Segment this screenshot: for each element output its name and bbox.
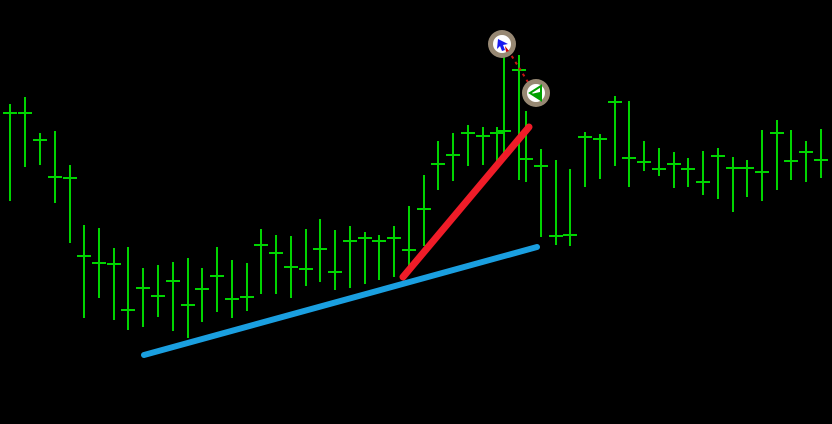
trendlines-group	[141, 123, 540, 358]
ohlc-bar	[284, 236, 298, 298]
ohlc-bar	[681, 158, 695, 187]
ohlc-bar	[313, 219, 327, 282]
ohlc-bar	[784, 130, 798, 180]
ohlc-bar	[107, 248, 121, 320]
ohlc-bar	[814, 129, 828, 178]
ohlc-bar	[358, 232, 372, 284]
ohlc-bar	[181, 258, 195, 338]
ohlc-bar	[328, 230, 342, 290]
ohlc-bar	[33, 133, 47, 165]
ohlc-bar	[740, 160, 754, 197]
ohlc-bar	[77, 225, 91, 318]
ohlc-bar	[402, 206, 416, 273]
ohlc-bar	[476, 127, 490, 165]
ohlc-bar	[711, 148, 725, 199]
cursor-accent-icon	[505, 46, 509, 52]
ohlc-bar	[299, 229, 313, 286]
ohlc-bar	[18, 97, 32, 167]
ohlc-bar	[92, 228, 106, 298]
ohlc-bar	[608, 96, 622, 166]
ohlc-bar	[446, 133, 460, 181]
ohlc-bar	[210, 247, 224, 312]
ohlc-bar	[755, 130, 769, 201]
ohlc-bar	[622, 101, 636, 187]
ohlc-bar	[726, 157, 740, 212]
ohlc-bar	[637, 141, 651, 171]
ohlc-bar	[240, 263, 254, 311]
ohlc-bar	[225, 260, 239, 318]
ohlc-bar	[254, 229, 268, 294]
ohlc-bar	[799, 141, 813, 182]
ohlc-bar	[497, 57, 511, 161]
markers-group	[488, 30, 550, 107]
ohlc-bar	[121, 247, 135, 330]
ohlc-bar	[387, 226, 401, 277]
ohlc-bar	[195, 268, 209, 322]
ohlc-bar	[667, 152, 681, 188]
cursor-marker[interactable]	[488, 30, 516, 58]
marker-connector	[507, 49, 532, 88]
ohlc-bar	[563, 169, 577, 246]
connector-group	[507, 49, 532, 88]
ohlc-bar	[519, 111, 533, 182]
cursor-arrow-icon	[497, 39, 508, 51]
ohlc-bar	[534, 149, 548, 237]
triangle-left-fill-icon	[531, 92, 540, 99]
ohlc-bar	[549, 160, 563, 245]
direction-marker[interactable]	[522, 79, 550, 107]
ohlc-bar	[770, 120, 784, 190]
ohlc-bar	[48, 131, 62, 203]
ohlc-bar	[3, 104, 17, 201]
ohlc-bar	[417, 175, 431, 246]
ohlc-bar	[490, 127, 504, 162]
ohlc-bars-group	[3, 55, 828, 338]
ohlc-bar	[63, 165, 77, 243]
ohlc-bar	[696, 151, 710, 195]
ohlc-bar	[343, 226, 357, 288]
ohlc-bar	[151, 265, 165, 317]
breakout-trendline[interactable]	[399, 123, 533, 281]
ohlc-bar	[372, 235, 386, 280]
ohlc-bar	[461, 125, 475, 166]
ohlc-bar	[593, 134, 607, 179]
support-trendline[interactable]	[141, 244, 540, 358]
ohlc-bar	[578, 132, 592, 187]
ohlc-bar	[652, 148, 666, 176]
ohlc-bar	[269, 235, 283, 294]
ohlc-bar	[166, 262, 180, 331]
ohlc-bar	[136, 268, 150, 327]
ohlc-bar	[431, 141, 445, 190]
